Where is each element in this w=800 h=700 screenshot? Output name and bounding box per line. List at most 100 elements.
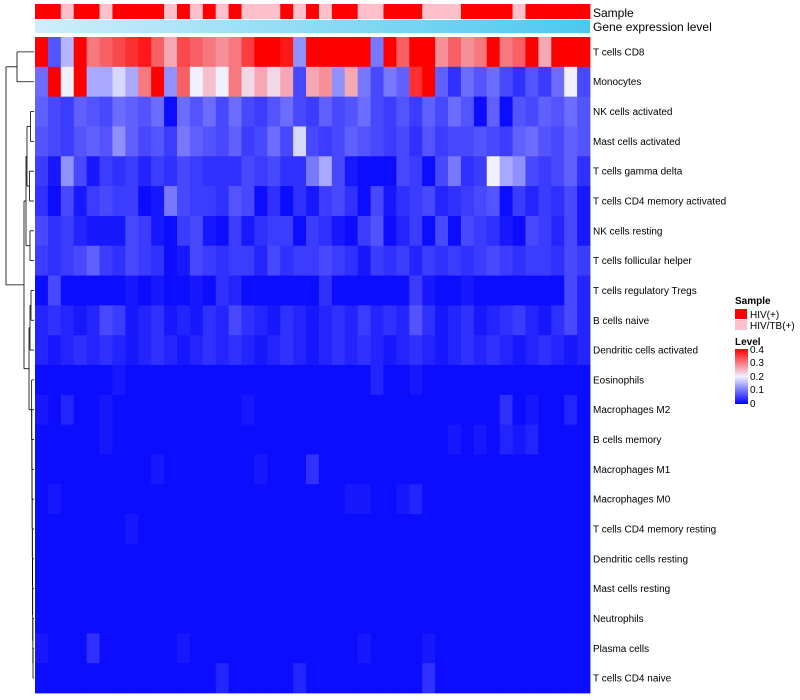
heatmap-cell [370, 365, 384, 396]
heatmap-cell [564, 424, 578, 455]
heatmap-cell [306, 573, 320, 604]
heatmap-cell [241, 663, 255, 694]
heatmap-cell [448, 424, 462, 455]
heatmap-cell [512, 215, 526, 247]
heatmap-cell [564, 245, 578, 276]
sample-annotation-cell [293, 4, 307, 19]
heatmap-cell [473, 245, 488, 276]
heatmap-cell [473, 543, 488, 575]
heatmap-cell [151, 186, 165, 217]
heatmap-cell [306, 186, 320, 217]
heatmap-cell [125, 543, 139, 575]
heatmap-cell [499, 603, 513, 634]
heatmap-cell [241, 245, 255, 276]
heatmap-cell [176, 603, 191, 634]
heatmap-cell [138, 663, 152, 694]
heatmap-cell [254, 394, 268, 426]
heatmap-cell [151, 335, 165, 366]
heatmap-cell [486, 484, 501, 515]
heatmap-cell [577, 245, 591, 276]
heatmap-cell [60, 573, 75, 604]
heatmap-cell [383, 305, 397, 336]
row-label: Mast cells resting [593, 584, 670, 595]
heatmap-cell [280, 96, 294, 127]
heatmap-cell [409, 573, 423, 604]
heatmap-cell [202, 424, 217, 455]
heatmap-cell [538, 156, 552, 187]
heatmap-cell [564, 156, 578, 187]
heatmap-cell [577, 186, 591, 217]
heatmap-cell [448, 96, 462, 127]
heatmap-cell [73, 573, 88, 604]
heatmap-cell [357, 37, 371, 68]
heatmap-cell [331, 484, 346, 515]
heatmap-cell [47, 66, 62, 98]
heatmap-cell [151, 454, 165, 485]
heatmap-cell [357, 305, 371, 336]
heatmap-cell [306, 335, 320, 366]
heatmap-cell [525, 126, 539, 157]
heatmap-cell [318, 156, 333, 187]
heatmap-cell [112, 245, 126, 276]
heatmap-cell [189, 126, 204, 157]
heatmap-cell [460, 96, 475, 127]
heatmap-cell [422, 514, 436, 545]
heatmap-cell [460, 66, 475, 98]
heatmap-cell [35, 215, 49, 247]
heatmap-cell [293, 484, 307, 515]
heatmap-cell [267, 37, 281, 68]
heatmap-cell [241, 454, 255, 485]
heatmap-cell [112, 365, 126, 396]
heatmap-cell [448, 186, 462, 217]
heatmap-cell [293, 514, 307, 545]
heatmap-cell [486, 305, 501, 336]
heatmap-cell [86, 335, 100, 366]
heatmap-cell [280, 573, 294, 604]
sample-annotation-cell [422, 4, 436, 19]
heatmap-cell [473, 573, 488, 604]
heatmap-cell [73, 96, 88, 127]
heatmap-cell [202, 275, 217, 306]
heatmap-cell [176, 514, 191, 545]
heatmap-cell [460, 663, 475, 694]
heatmap-cell [460, 514, 475, 545]
heatmap-cell [577, 305, 591, 336]
heatmap-cell [409, 126, 423, 157]
heatmap-cell [47, 126, 62, 157]
heatmap-cell [176, 543, 191, 575]
heatmap-cell [344, 543, 359, 575]
heatmap-cell [538, 633, 552, 664]
heatmap-cell [577, 335, 591, 366]
heatmap-cell [202, 215, 217, 247]
heatmap-cell [486, 543, 501, 575]
heatmap-cell [267, 543, 281, 575]
heatmap-cell [331, 424, 346, 455]
heatmap-cell [422, 96, 436, 127]
heatmap-cell [99, 365, 113, 396]
heatmap-cell [564, 573, 578, 604]
heatmap-cell [344, 603, 359, 634]
heatmap-cell [35, 186, 49, 217]
heatmap-cell [306, 543, 320, 575]
sample-annotation-cell [306, 4, 320, 19]
heatmap-cell [486, 633, 501, 664]
heatmap-cell [448, 335, 462, 366]
heatmap-cell [460, 186, 475, 217]
heatmap-cell [551, 663, 565, 694]
sample-annotation-bar [35, 4, 591, 19]
heatmap-cell [512, 514, 526, 545]
heatmap-cell [344, 186, 359, 217]
row-label: T cells follicular helper [593, 256, 692, 267]
heatmap-cell [331, 394, 346, 426]
heatmap-cell [564, 275, 578, 306]
sample-annotation-cell [460, 4, 475, 19]
heatmap-cell [138, 633, 152, 664]
heatmap-cell [125, 275, 139, 306]
heatmap-cell [241, 543, 255, 575]
heatmap-cell [422, 305, 436, 336]
heatmap-cell [473, 186, 488, 217]
heatmap-cell [422, 215, 436, 247]
heatmap-cell [202, 484, 217, 515]
heatmap-cell [125, 484, 139, 515]
heatmap-cell [176, 394, 191, 426]
